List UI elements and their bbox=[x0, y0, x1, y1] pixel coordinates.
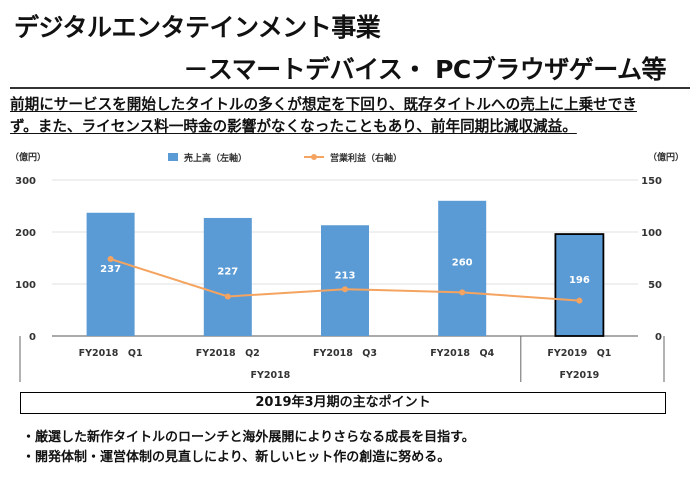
y-left-tick: 300 bbox=[15, 176, 36, 187]
sales-data-label: 213 bbox=[335, 270, 356, 281]
y-left-tick: 100 bbox=[15, 280, 36, 291]
summary-line-2: ず。また、ライセンス料一時金の影響がなくなったこともあり、前年同期比減収減益。 bbox=[10, 118, 577, 135]
sales-data-label: 196 bbox=[569, 275, 590, 286]
slide-subtitle: －スマートデバイス・ PCブラウザゲーム等 bbox=[183, 55, 666, 84]
y-right-axis-label: （億円） bbox=[648, 151, 684, 163]
profit-point bbox=[459, 289, 466, 296]
sales-data-label: 237 bbox=[100, 264, 121, 275]
y-right-tick: 150 bbox=[641, 176, 662, 187]
profit-point bbox=[224, 293, 231, 300]
slide-title: デジタルエンタテインメント事業 bbox=[14, 13, 381, 42]
sales-bar bbox=[86, 212, 135, 336]
legend-line-marker bbox=[311, 154, 317, 160]
group-label: FY2019 bbox=[559, 370, 599, 381]
profit-point bbox=[342, 286, 348, 293]
sales-data-label: 227 bbox=[217, 267, 238, 278]
sales-bar bbox=[321, 225, 369, 336]
bullet-list: ・厳選した新作タイトルのローンチと海外展開によりさらなる成長を目指す。 ・開発体… bbox=[22, 428, 475, 468]
category-label: FY2018 Q2 bbox=[196, 348, 260, 359]
y-left-tick: 200 bbox=[15, 228, 36, 239]
bullet-item-2: ・開発体制・運営体制の見直しにより、新しいヒット作の創造に努める。 bbox=[22, 450, 451, 465]
category-label: FY2018 Q1 bbox=[79, 348, 143, 359]
y-right-tick: 100 bbox=[641, 228, 662, 239]
summary-line-1: 前期にサービスを開始したタイトルの多くが想定を下回り、既存タイトルへの売上に上乗… bbox=[10, 96, 637, 113]
bullet-item-1: ・厳選した新作タイトルのローンチと海外展開によりさらなる成長を目指す。 bbox=[22, 430, 475, 445]
sales-profit-chart: 0 100 200 300 0 50 100 150 （億円） （億円） 売上高（左軸） 営業利益（右… bbox=[10, 151, 684, 382]
y-left-axis-label: （億円） bbox=[10, 151, 46, 163]
category-label: FY2018 Q3 bbox=[313, 348, 377, 359]
title-divider bbox=[10, 87, 690, 89]
legend-bar-label: 売上高（左軸） bbox=[184, 152, 247, 164]
summary-text: 前期にサービスを開始したタイトルの多くが想定を下回り、既存タイトルへの売上に上乗… bbox=[10, 94, 695, 138]
y-right-tick: 50 bbox=[648, 280, 662, 291]
sales-bar bbox=[554, 233, 605, 337]
category-label: FY2019 Q1 bbox=[547, 348, 611, 359]
category-label: FY2018 Q4 bbox=[430, 348, 494, 359]
legend-line-label: 営業利益（右軸） bbox=[330, 152, 402, 164]
sales-bar bbox=[203, 217, 252, 336]
sales-data-label: 260 bbox=[452, 258, 473, 269]
profit-point bbox=[576, 297, 583, 304]
group-label: FY2018 bbox=[250, 370, 290, 381]
y-right-tick: 0 bbox=[655, 332, 662, 343]
legend-bar-swatch bbox=[168, 153, 178, 161]
y-left-tick: 0 bbox=[29, 332, 36, 343]
profit-point bbox=[107, 256, 114, 263]
sales-bar bbox=[438, 200, 487, 336]
points-header: 2019年3月期の主なポイント bbox=[20, 392, 666, 414]
